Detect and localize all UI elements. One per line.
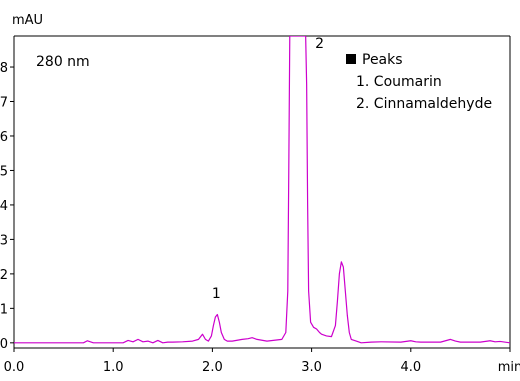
y-tick-label: 2: [0, 268, 8, 283]
axes-layer: 0 1 2 3 4 5 6 7 8 0.0 1.0 2.0 3.0 4.0 min mAU: [0, 13, 520, 375]
series-line-1: [14, 36, 510, 344]
y-tick-label: 6: [0, 130, 8, 145]
series-layer: [14, 36, 510, 344]
x-tick-label: 1.0: [103, 360, 124, 375]
legend-entry: 1. Coumarin: [356, 74, 442, 90]
y-tick-label: 0: [0, 337, 8, 352]
wavelength-label: 280 nm: [36, 54, 90, 70]
y-tick-label: 1: [0, 302, 8, 317]
x-tick-label: 3.0: [301, 360, 322, 375]
y-tick-label: 3: [0, 233, 8, 248]
annotation-layer: 280 nm 1 2 Peaks 1. Coumarin 2. Cinnamaldehyd…: [36, 36, 492, 302]
y-tick-label: 7: [0, 96, 8, 111]
y-tick-label: 5: [0, 164, 8, 179]
y-axis-label: mAU: [12, 13, 43, 28]
x-tick-label: 0.0: [4, 360, 25, 375]
x-tick-label: 4.0: [400, 360, 421, 375]
peak-label-1: 1: [212, 286, 221, 302]
x-tick-label: 2.0: [202, 360, 223, 375]
x-tick-label: min: [498, 360, 520, 375]
y-tick-label: 8: [0, 61, 8, 76]
peak-label-2: 2: [315, 36, 324, 52]
legend-marker: [346, 54, 356, 64]
legend-title: Peaks: [362, 52, 403, 68]
legend-entry: 2. Cinnamaldehyde: [356, 96, 492, 112]
y-tick-label: 4: [0, 199, 8, 214]
